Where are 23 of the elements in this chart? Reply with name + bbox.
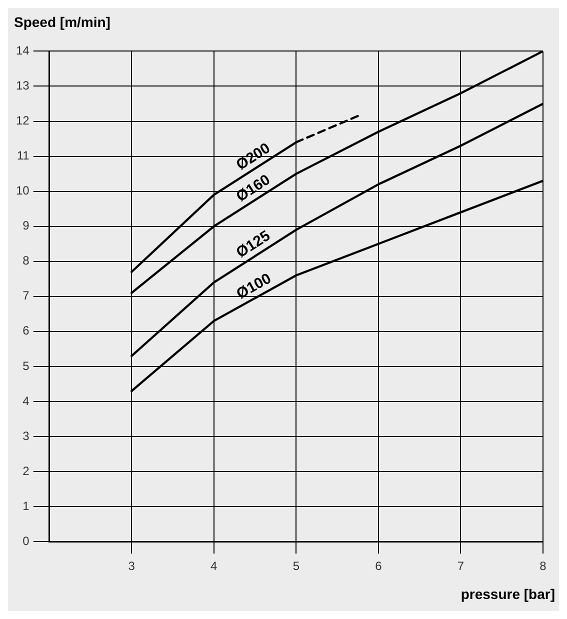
x-axis-title: pressure [bar] [460,586,555,602]
y-tick-label: 11 [16,148,30,163]
y-tick-label: 13 [16,78,30,93]
y-tick-label: 6 [22,324,30,338]
y-tick-label: 14 [16,44,30,58]
y-tick-label: 3 [22,428,30,443]
x-tick-label: 7 [457,559,464,574]
y-tick-label: 4 [22,394,30,408]
y-tick-label: 7 [22,288,30,303]
y-tick-label: 2 [22,464,30,478]
y-tick-label: 9 [22,218,30,233]
x-tick-label: 4 [210,559,218,574]
y-axis-title: Speed [m/min] [14,14,110,30]
y-tick-label: 5 [22,358,30,373]
y-tick-label: 0 [22,534,30,548]
x-tick-label: 3 [128,559,136,574]
y-tick-label: 12 [16,114,30,128]
y-tick-label: 1 [22,498,30,513]
x-tick-label: 8 [540,559,547,574]
y-tick-label: 8 [22,254,30,268]
y-tick-label: 10 [16,184,30,198]
x-tick-label: 5 [292,559,300,574]
x-tick-label: 6 [375,559,382,574]
